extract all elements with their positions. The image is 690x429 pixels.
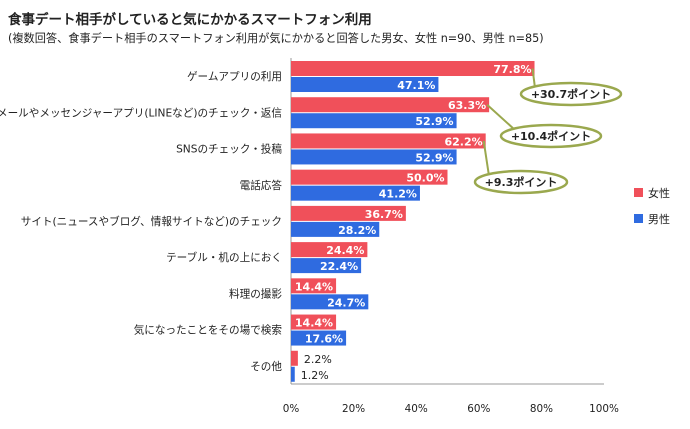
male-bar [291,294,369,310]
x-tick-label: 20% [342,403,365,415]
female-bar [291,314,337,330]
data-label: 47.1% [397,79,435,92]
data-label: 24.7% [327,296,365,309]
x-tick-label: 80% [530,403,553,415]
callout-bubble [499,123,603,149]
data-label: 77.8% [493,63,531,76]
chart-title: 食事デート相手がしていると気にかかるスマートフォン利用 [8,12,372,28]
callout-leader [482,140,490,177]
male-bar [291,366,295,382]
male-bar [291,77,439,92]
female-bar [291,205,406,221]
male-bar [291,113,457,129]
callout-text: +30.7ポイント [531,87,611,101]
x-tick-label: 0% [283,403,300,415]
data-label: 36.7% [365,208,403,221]
data-label: 24.4% [326,244,364,257]
data-label: 2.2% [304,353,332,366]
callout-leader [531,68,536,89]
legend-swatch [634,188,643,197]
data-label: 17.6% [305,333,343,346]
callout-bubble [519,81,623,107]
x-tick-label: 40% [405,403,428,415]
female-bar [291,97,490,113]
category-label: その他 [250,360,282,373]
male-bar [291,185,420,201]
category-label: SNSのチェック・投稿 [176,143,282,156]
female-bar [291,133,486,149]
callout-text: +9.3ポイント [485,175,558,189]
data-label: 1.2% [301,369,329,382]
category-label: 料理の撮影 [229,287,282,300]
data-label: 14.4% [295,280,333,293]
data-label: 28.2% [338,224,376,237]
callout-leader [486,103,516,131]
male-bar [291,258,362,274]
legend-label: 男性 [648,212,670,226]
female-bar [291,242,368,258]
female-bar [291,278,337,294]
data-label: 63.3% [448,99,486,112]
callout-text: +10.4ポイント [511,129,591,143]
category-label: サイト(ニュースやブログ、情報サイトなど)のチェック [21,215,282,228]
male-bar [291,221,380,237]
female-bar [291,350,298,366]
category-label: 気になったことをその場で検索 [134,324,282,337]
data-label: 41.2% [379,188,417,201]
category-label: メールやメッセンジャーアプリ(LINEなど)のチェック・返信 [0,107,282,119]
data-label: 22.4% [320,260,358,273]
male-bar [291,149,457,165]
male-bar [291,330,347,346]
data-label: 52.9% [415,151,453,164]
category-label: ゲームアプリの利用 [187,71,282,83]
category-label: テーブル・机の上におく [166,251,282,264]
data-label: 50.0% [406,172,444,185]
data-label: 52.9% [415,115,453,128]
female-bar [291,169,448,185]
category-label: 電話応答 [240,179,283,192]
female-bar [291,61,535,76]
data-label: 14.4% [295,317,333,330]
legend-label: 女性 [648,186,670,200]
x-tick-label: 100% [589,403,619,415]
x-tick-label: 60% [467,403,490,415]
data-label: 62.2% [445,135,483,148]
callout-bubble [473,169,569,195]
legend-swatch [634,214,643,223]
chart-subtitle: (複数回答、食事デート相手のスマートフォン利用が気にかかると回答した男女、女性 … [8,32,544,45]
